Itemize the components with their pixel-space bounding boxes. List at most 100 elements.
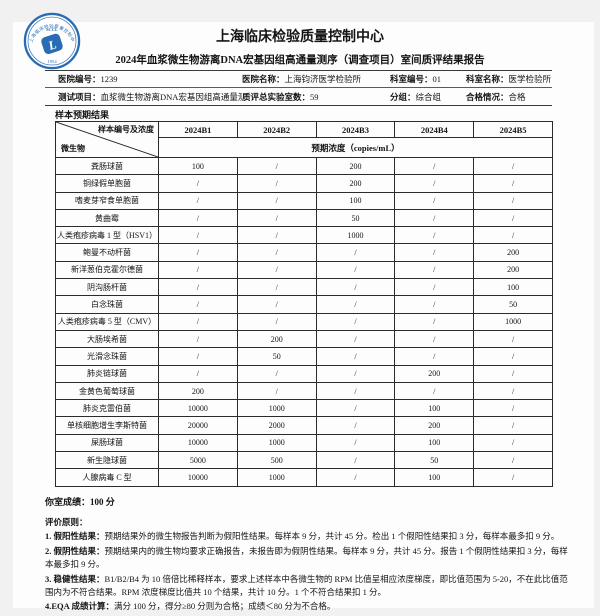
concentration-value-cell: 10000 — [158, 433, 238, 453]
concentration-value-cell: / — [394, 381, 475, 401]
seal-icon: 上海临床检验质量控制中心 SCCL L 1954 — [21, 7, 81, 70]
concentration-value-cell: / — [394, 191, 475, 210]
concentration-value-cell: / — [473, 468, 553, 487]
concentration-value-cell: / — [158, 329, 238, 349]
concentration-value-cell: / — [158, 295, 238, 314]
table-row: 白念珠菌 / / //50 — [55, 295, 553, 314]
corner-label-microbe: 微生物 — [61, 144, 85, 153]
principle-item: 3. 稳健性结果：B1/B2/B4 为 10 倍倍比稀释样本，要求上述样本中各微… — [45, 573, 568, 598]
concentration-value-cell: / — [473, 416, 553, 435]
concentration-value-cell: / — [473, 208, 553, 228]
concentration-value-cell: / — [315, 433, 396, 453]
subheader-expected-concentration: 预期浓度（copies/mL） — [158, 137, 553, 158]
concentration-value-cell: 100 — [158, 156, 238, 176]
concentration-value-cell: / — [236, 260, 317, 280]
concentration-value-cell: / — [473, 433, 553, 453]
concentration-value-cell: / — [473, 451, 553, 470]
table-row: 金黄色葡萄球菌 200// / / — [55, 381, 553, 401]
table-row: 黄曲霉 //50// — [55, 208, 553, 228]
microbe-name-cell: 肺炎链球菌 — [55, 364, 159, 383]
table-row: 人类疱疹病毒 1 型（HSV1） //1000// — [55, 226, 553, 245]
concentration-value-cell: / — [158, 208, 238, 228]
concentration-value-cell: 2000 — [236, 416, 317, 435]
seal-year-text: 1954 — [47, 60, 57, 65]
table-row: 粪肠球菌 100/200// — [55, 156, 553, 176]
concentration-value-cell: / — [158, 364, 238, 383]
microbe-name-cell: 人腺病毒 C 型 — [55, 468, 159, 487]
expected-results-body: 粪肠球菌 100/200// 铜绿假单胞菌 //200// 嗜麦芽窄食单胞菌 //100/… — [55, 156, 553, 487]
table-row: 阴沟肠杆菌 / / //100 — [55, 278, 553, 297]
concentration-value-cell: / — [315, 381, 396, 401]
concentration-value-cell: 200 — [236, 329, 317, 349]
column-header-2024B3: 2024B3 — [315, 121, 396, 138]
microbe-name-cell: 黄曲霉 — [55, 208, 159, 228]
concentration-value-cell: / — [473, 174, 553, 193]
microbe-name-cell: 单核细胞增生李斯特菌 — [55, 416, 159, 435]
concentration-value-cell: / — [158, 260, 238, 280]
page-edge-top — [0, 0, 600, 22]
report-title: 2024年血浆微生物游离DNA宏基因组高通量测序（调查项目）室间质评结果报告 — [115, 55, 485, 66]
concentration-value-cell: 50 — [473, 295, 553, 314]
column-header-2024B1: 2024B1 — [158, 121, 238, 138]
concentration-value-cell: 200 — [473, 260, 553, 280]
seal-sccl-text: SCCL — [46, 27, 58, 32]
concentration-value-cell: 10000 — [158, 399, 238, 418]
concentration-value-cell: 20000 — [158, 416, 238, 435]
microbe-name-cell: 金黄色葡萄球菌 — [55, 381, 159, 401]
microbe-name-cell: 屎肠球菌 — [55, 433, 159, 453]
table-row: 嗜麦芽窄食单胞菌 //100// — [55, 191, 553, 210]
concentration-value-cell: / — [315, 260, 396, 280]
microbe-name-cell: 铜绿假单胞菌 — [55, 174, 159, 193]
concentration-value-cell: / — [158, 243, 238, 262]
concentration-value-cell: / — [236, 364, 317, 383]
concentration-value-cell: 200 — [158, 381, 238, 401]
table-row: 光滑念珠菌/50// / — [55, 347, 553, 366]
concentration-value-cell: / — [315, 278, 396, 297]
concentration-value-cell: 1000 — [236, 399, 317, 418]
concentration-value-cell: 1000 — [473, 312, 553, 331]
column-header-2024B5: 2024B5 — [473, 121, 553, 138]
concentration-value-cell: / — [394, 243, 475, 262]
microbe-name-cell: 白念珠菌 — [55, 295, 159, 314]
concentration-value-cell: / — [394, 278, 475, 297]
concentration-value-cell: 200 — [473, 243, 553, 262]
microbe-name-cell: 鲍曼不动杆菌 — [55, 243, 159, 262]
concentration-value-cell: / — [394, 329, 475, 349]
principle-item: 4.EQA 成绩计算：满分 100 分，得分≥80 分则为合格；成绩＜80 分为… — [45, 601, 336, 612]
concentration-value-cell: / — [236, 381, 317, 401]
concentration-value-cell: 200 — [394, 364, 475, 383]
page-edge-bottom — [0, 608, 600, 616]
info-row-2: 测试项目：血浆微生物游离DNA宏基因组高通量测序 质评总实验室数：59 分组：综合组… — [45, 88, 552, 105]
concentration-value-cell: / — [315, 347, 396, 366]
microbe-name-cell: 大肠埃希菌 — [55, 329, 159, 349]
evaluation-principles: 评价原则： 1. 假阳性结果：预期结果外的微生物报告判断为假阳性结果。每样本 9… — [45, 516, 570, 615]
section-title-expected-results: 样本预期结果 — [55, 110, 110, 120]
concentration-value-cell: / — [394, 156, 475, 176]
table-row: 肺炎克雷伯菌 10000 1000/100/ — [55, 399, 553, 418]
concentration-value-cell: / — [473, 156, 553, 176]
concentration-value-cell: / — [236, 208, 317, 228]
concentration-value-cell: / — [473, 191, 553, 210]
concentration-value-cell: 50 — [394, 451, 475, 470]
expected-results-table: 样本编号及浓度 微生物 2024B1 2024B2 2024B3 2024B4 … — [55, 121, 553, 487]
info-field: 分组：综合组 — [390, 91, 442, 102]
table-row: 鲍曼不动杆菌 / / //200 — [55, 243, 553, 262]
concentration-value-cell: / — [236, 295, 317, 314]
microbe-name-cell: 人类疱疹病毒 5 型（CMV） — [55, 312, 159, 331]
concentration-value-cell: / — [236, 174, 317, 193]
concentration-value-cell: / — [473, 364, 553, 383]
corner-label-sample-id: 样本编号及浓度 — [98, 125, 154, 134]
concentration-value-cell: / — [315, 329, 396, 349]
table-row: 新洋葱伯克霍尔德菌 / / //200 — [55, 260, 553, 280]
table-row: 新生隐球菌 5000 500/50/ — [55, 451, 553, 470]
table-row: 肺炎链球菌 / //200/ — [55, 364, 553, 383]
microbe-name-cell: 新生隐球菌 — [55, 451, 159, 470]
microbe-name-cell: 粪肠球菌 — [55, 156, 159, 176]
concentration-value-cell: 100 — [473, 278, 553, 297]
concentration-value-cell: 50 — [236, 347, 317, 366]
concentration-value-cell: / — [394, 312, 475, 331]
table-row: 人类疱疹病毒 5 型（CMV） / / //1000 — [55, 312, 553, 331]
info-field: 质评总实验室数：59 — [242, 91, 319, 102]
concentration-value-cell: / — [158, 174, 238, 193]
concentration-value-cell: / — [158, 347, 238, 366]
